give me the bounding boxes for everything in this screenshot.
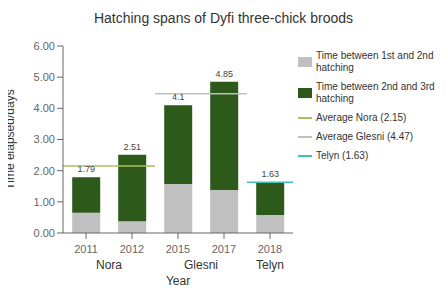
svg-text:2.51: 2.51 — [123, 142, 141, 152]
svg-text:0.00: 0.00 — [34, 227, 55, 239]
svg-text:1.63: 1.63 — [261, 169, 279, 179]
svg-text:Year: Year — [166, 274, 190, 285]
svg-text:1.79: 1.79 — [77, 164, 95, 174]
svg-text:Telyn: Telyn — [256, 258, 284, 272]
svg-text:2017: 2017 — [212, 243, 236, 255]
svg-text:Nora: Nora — [96, 258, 122, 272]
html-text:Hatching spans of Dyfi three-c: Hatching spans of Dyfi three-chick brood… — [93, 10, 354, 26]
svg-text:4.85: 4.85 — [215, 69, 233, 79]
html-text:Average Nora (2.15): Average Nora (2.15) — [316, 112, 407, 123]
svg-text:5.00: 5.00 — [34, 71, 55, 83]
svg-text:4.00: 4.00 — [34, 102, 55, 114]
html-text:Time between 1st and 2nd hatch: Time between 1st and 2nd hatching — [316, 50, 434, 73]
svg-text:1.00: 1.00 — [34, 196, 55, 208]
svg-text:2018: 2018 — [258, 243, 282, 255]
svg-text:Glesni: Glesni — [184, 258, 218, 272]
svg-text:Time elapsed/days: Time elapsed/days — [8, 89, 17, 189]
svg-text:2015: 2015 — [166, 243, 190, 255]
svg-text:2.00: 2.00 — [34, 165, 55, 177]
html-text:Time between 2nd and 3rd hatch: Time between 2nd and 3rd hatching — [316, 81, 435, 104]
svg-text:2011: 2011 — [74, 243, 98, 255]
svg-text:6.00: 6.00 — [34, 40, 55, 52]
svg-text:4.1: 4.1 — [172, 92, 185, 102]
html-text:Average Glesni (4.47): Average Glesni (4.47) — [316, 131, 414, 142]
svg-text:3.00: 3.00 — [34, 133, 55, 145]
html-text:Telyn (1.63): Telyn (1.63) — [316, 150, 369, 161]
svg-text:2012: 2012 — [120, 243, 144, 255]
